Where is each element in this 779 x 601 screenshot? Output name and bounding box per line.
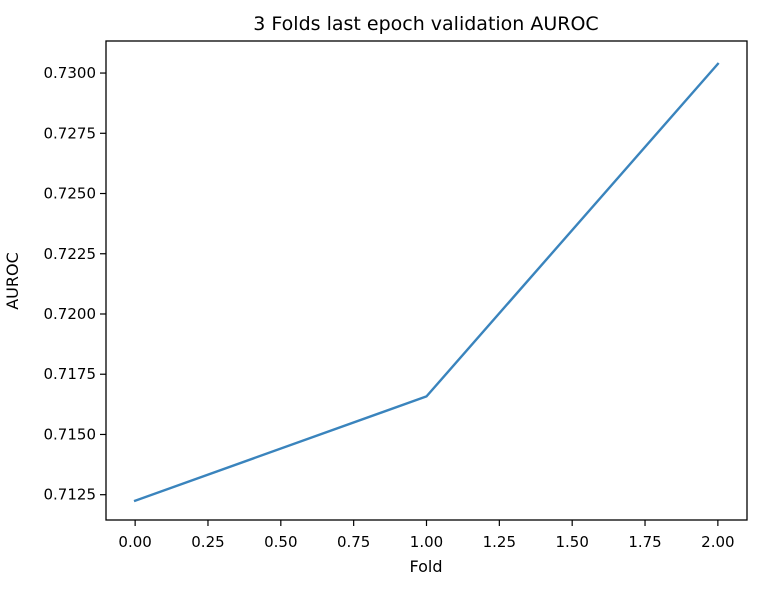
- y-tick-label: 0.7175: [44, 365, 97, 383]
- y-tick-label: 0.7275: [44, 124, 97, 142]
- x-tick-label: 2.00: [701, 533, 734, 551]
- plot-area: [106, 41, 747, 520]
- y-tick-label: 0.7300: [44, 64, 97, 82]
- x-axis: 0.00 0.25 0.50 0.75 1.00 1.25 1.50 1.75 2.00: [118, 520, 734, 551]
- x-tick-label: 0.50: [264, 533, 297, 551]
- plot-frame: [106, 41, 747, 520]
- y-tick-label: 0.7250: [44, 185, 97, 203]
- y-tick-label: 0.7225: [44, 245, 97, 263]
- x-tick-label: 0.25: [191, 533, 224, 551]
- y-axis: 0.7125 0.7150 0.7175 0.7200 0.7225 0.7250 0.72…: [44, 64, 107, 504]
- x-tick-label: 1.50: [555, 533, 588, 551]
- series-line: [135, 64, 718, 501]
- chart-title: 3 Folds last epoch validation AUROC: [253, 13, 598, 35]
- y-tick-label: 0.7150: [44, 425, 97, 443]
- x-tick-label: 0.00: [118, 533, 151, 551]
- x-tick-label: 1.75: [628, 533, 661, 551]
- x-tick-label: 1.00: [410, 533, 443, 551]
- x-axis-label: Fold: [409, 557, 442, 576]
- y-axis-label: AUROC: [3, 252, 22, 310]
- x-tick-label: 0.75: [337, 533, 370, 551]
- x-tick-label: 1.25: [483, 533, 516, 551]
- y-tick-label: 0.7200: [44, 305, 97, 323]
- y-tick-label: 0.7125: [44, 486, 97, 504]
